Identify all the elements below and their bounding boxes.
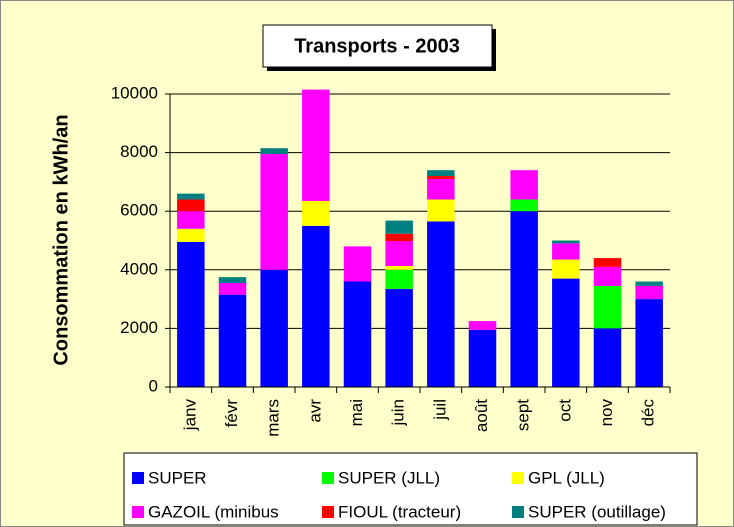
legend-label: GAZOIL (minibus: [148, 502, 279, 521]
legend-swatch: [132, 506, 144, 518]
bar-segment: [552, 278, 580, 387]
legend-swatch: [322, 472, 334, 484]
y-tick-label: 8000: [120, 142, 158, 161]
y-axis-label: Consommation en kWh/an: [50, 114, 72, 365]
bar-segment: [302, 200, 330, 226]
bar-segment: [385, 288, 413, 387]
bar-segment: [593, 328, 622, 387]
bar-segment: [468, 321, 497, 330]
bar-segment: [385, 220, 413, 234]
bar-segment: [385, 233, 413, 242]
bar-segment: [635, 281, 663, 286]
bar-segment: [468, 329, 497, 387]
bar-segment: [635, 285, 663, 300]
bar-segment: [552, 259, 580, 279]
bar-segment: [177, 211, 205, 229]
chart-title: Transports - 2003: [294, 35, 460, 57]
bar-segment: [177, 199, 205, 212]
legend-label: SUPER (JLL): [338, 468, 440, 487]
y-tick-label: 6000: [120, 201, 158, 220]
x-tick-label: août: [472, 399, 491, 432]
x-tick-label: déc: [639, 399, 658, 427]
x-tick-label: juin: [389, 399, 408, 426]
legend-label: SUPER (outillage): [528, 502, 666, 521]
legend-label: GPL (JLL): [528, 468, 605, 487]
legend-swatch: [512, 506, 524, 518]
x-tick-label: mai: [347, 399, 366, 426]
bar-segment: [177, 228, 205, 242]
bar-segment: [218, 294, 247, 387]
bar-segment: [552, 243, 580, 260]
title-box: [262, 24, 493, 68]
bar-segment: [302, 89, 330, 201]
bar-segment: [385, 241, 413, 266]
bar-segment: [635, 299, 663, 387]
bar-segment: [260, 154, 288, 270]
bar-segment: [218, 282, 247, 295]
legend-box: [123, 452, 698, 526]
bar-segment: [510, 170, 538, 200]
bar-segment: [302, 225, 330, 387]
bar-segment: [260, 148, 288, 155]
bar-segment: [510, 199, 538, 212]
legend-label: SUPER: [148, 468, 207, 487]
y-tick-label: 2000: [120, 318, 158, 337]
x-tick-label: nov: [597, 399, 616, 427]
bar-segment: [593, 266, 622, 286]
bar-segment: [427, 178, 455, 200]
bar-segment: [218, 277, 247, 283]
x-tick-label: avr: [305, 399, 324, 423]
bar-segment: [427, 221, 455, 387]
x-tick-label: juil: [430, 399, 449, 421]
y-tick-label: 10000: [111, 83, 158, 102]
bar-segment: [385, 265, 413, 270]
x-tick-label: janv: [180, 399, 199, 432]
legend-label: FIOUL (tracteur): [338, 502, 461, 521]
x-tick-label: sept: [514, 399, 533, 431]
bar-segment: [552, 240, 580, 244]
legend-swatch: [132, 472, 144, 484]
bar-segment: [177, 241, 205, 387]
y-tick-label: 0: [149, 376, 158, 395]
y-tick-label: 4000: [120, 259, 158, 278]
bar-segment: [427, 176, 455, 179]
bar-segment: [260, 269, 288, 387]
bar-segment: [177, 193, 205, 200]
bar-segment: [510, 211, 538, 387]
bar-segment: [593, 285, 622, 329]
x-tick-label: oct: [555, 399, 574, 422]
bar-segment: [427, 170, 455, 177]
legend-swatch: [322, 506, 334, 518]
legend-swatch: [512, 472, 524, 484]
bar-segment: [593, 258, 622, 267]
x-tick-label: mars: [264, 399, 283, 437]
bar-segment: [427, 199, 455, 222]
bar-segment: [385, 269, 413, 289]
bar-segment: [343, 281, 372, 387]
x-tick-label: févr: [222, 399, 241, 428]
bar-segment: [343, 246, 372, 282]
